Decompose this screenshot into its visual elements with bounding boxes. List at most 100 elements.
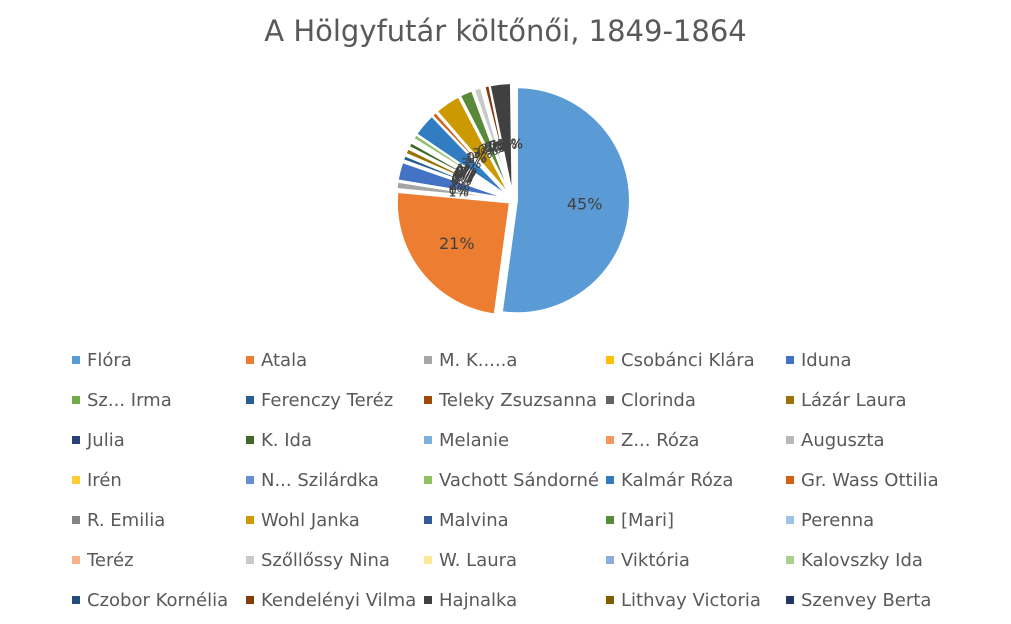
legend-item: Melanie <box>424 428 604 452</box>
legend-item: Atala <box>246 348 426 372</box>
pie-data-label: 0% <box>455 165 476 180</box>
legend-item: Teréz <box>72 548 252 572</box>
legend-item: Irén <box>72 468 252 492</box>
legend-label: Iduna <box>801 349 852 371</box>
legend-label: Gr. Wass Ottilia <box>801 469 939 491</box>
pie-data-label: 0% <box>484 141 505 156</box>
legend-item: Lázár Laura <box>786 388 966 412</box>
legend-swatch <box>72 476 80 484</box>
pie-data-labels: 45%21%1%0%2%0%1%0%0%1%0%1%0%0%0%0%0%1%3%… <box>439 138 602 254</box>
pie-data-label: 0% <box>478 144 499 159</box>
legend-label: Szenvey Berta <box>801 589 932 611</box>
legend-item: M. K.....a <box>424 348 604 372</box>
legend-label: Melanie <box>439 429 510 451</box>
legend-label: K. Ida <box>261 429 313 451</box>
legend-item: K. Ida <box>246 428 426 452</box>
legend-swatch <box>246 396 254 404</box>
legend-item: Malvina <box>424 508 604 532</box>
pie-data-label: 1% <box>448 186 469 201</box>
legend-swatch <box>72 556 80 564</box>
pie-data-label: 0% <box>452 171 473 186</box>
legend-label: Wohl Janka <box>261 509 360 531</box>
legend-swatch <box>246 596 254 604</box>
pie-data-label: 2% <box>450 179 471 194</box>
legend-swatch <box>72 516 80 524</box>
legend-label: [Mari] <box>621 509 675 531</box>
legend-item: [Mari] <box>606 508 786 532</box>
legend-item: Szenvey Berta <box>786 588 966 612</box>
pie-data-label: 0% <box>454 168 475 183</box>
pie-data-label: 0% <box>484 141 505 156</box>
legend-label: Teréz <box>87 549 134 571</box>
legend-swatch <box>786 356 794 364</box>
legend-swatch <box>246 436 254 444</box>
legend-item: Perenna <box>786 508 966 532</box>
pie-data-label: 0% <box>502 138 523 153</box>
pie-data-label: 0% <box>488 140 509 155</box>
legend-label: Teleky Zsuzsanna <box>439 389 598 411</box>
legend-item: Sz... Irma <box>72 388 252 412</box>
legend-swatch <box>424 436 432 444</box>
legend-label: Z... Róza <box>621 429 700 451</box>
legend-label: Csobánci Klára <box>621 349 755 371</box>
legend-swatch <box>786 436 794 444</box>
legend-item: Szőllőssy Nina <box>246 548 426 572</box>
legend-swatch <box>606 396 614 404</box>
legend-item: Gr. Wass Ottilia <box>786 468 966 492</box>
legend-swatch <box>424 556 432 564</box>
pie-data-label: 0% <box>456 164 477 179</box>
legend-swatch <box>424 356 432 364</box>
legend-item: Viktória <box>606 548 786 572</box>
legend-label: Flóra <box>87 349 132 371</box>
pie-slices <box>395 81 631 316</box>
pie-data-label: 45% <box>567 194 603 213</box>
legend-item: Csobánci Klára <box>606 348 786 372</box>
pie-data-label: 0% <box>489 139 510 154</box>
pie-data-label: 2% <box>481 142 502 157</box>
legend-label: Hajnalka <box>439 589 518 611</box>
legend-item: Z... Róza <box>606 428 786 452</box>
legend-label: Malvina <box>439 509 509 531</box>
legend-swatch <box>606 556 614 564</box>
legend-label: Czobor Kornélia <box>87 589 229 611</box>
pie-data-label: 3% <box>497 138 518 153</box>
legend-swatch <box>246 516 254 524</box>
legend-label: Kendelényi Vilma <box>261 589 417 611</box>
legend-item: Kendelényi Vilma <box>246 588 426 612</box>
legend-swatch <box>72 436 80 444</box>
legend-label: M. K.....a <box>439 349 518 371</box>
pie-chart: 45%21%1%0%2%0%1%0%0%1%0%1%0%0%0%0%0%1%3%… <box>395 81 631 316</box>
pie-data-label: 0% <box>451 174 472 189</box>
legend-swatch <box>606 596 614 604</box>
legend-swatch <box>246 556 254 564</box>
legend-label: Szőllőssy Nina <box>261 549 390 571</box>
legend-swatch <box>606 516 614 524</box>
legend-swatch <box>786 516 794 524</box>
legend-swatch <box>786 396 794 404</box>
legend-item: R. Emilia <box>72 508 252 532</box>
legend-item: Auguszta <box>786 428 966 452</box>
legend-item: Kalmár Róza <box>606 468 786 492</box>
legend-item: Wohl Janka <box>246 508 426 532</box>
pie-data-label: 1% <box>457 163 478 178</box>
legend-label: Lázár Laura <box>801 389 907 411</box>
pie-data-label: 1% <box>486 140 507 155</box>
pie-data-label: 3% <box>472 147 493 162</box>
legend-swatch <box>786 476 794 484</box>
legend-item: Czobor Kornélia <box>72 588 252 612</box>
legend-item: W. Laura <box>424 548 604 572</box>
pie-data-label: 1% <box>466 152 487 167</box>
legend-swatch <box>424 396 432 404</box>
legend-swatch <box>424 596 432 604</box>
legend-swatch <box>72 596 80 604</box>
pie-data-label: 1% <box>454 167 475 182</box>
pie-data-label: 1% <box>452 173 473 188</box>
legend-item: Flóra <box>72 348 252 372</box>
pie-slice <box>500 86 631 315</box>
legend-item: Teleky Zsuzsanna <box>424 388 604 412</box>
legend-label: Vachott Sándorné <box>439 469 599 491</box>
legend-label: Viktória <box>621 549 690 571</box>
legend-swatch <box>606 356 614 364</box>
chart-title: A Hölgyfutár költőnői, 1849-1864 <box>264 14 747 48</box>
pie-data-label: 0% <box>452 171 473 186</box>
